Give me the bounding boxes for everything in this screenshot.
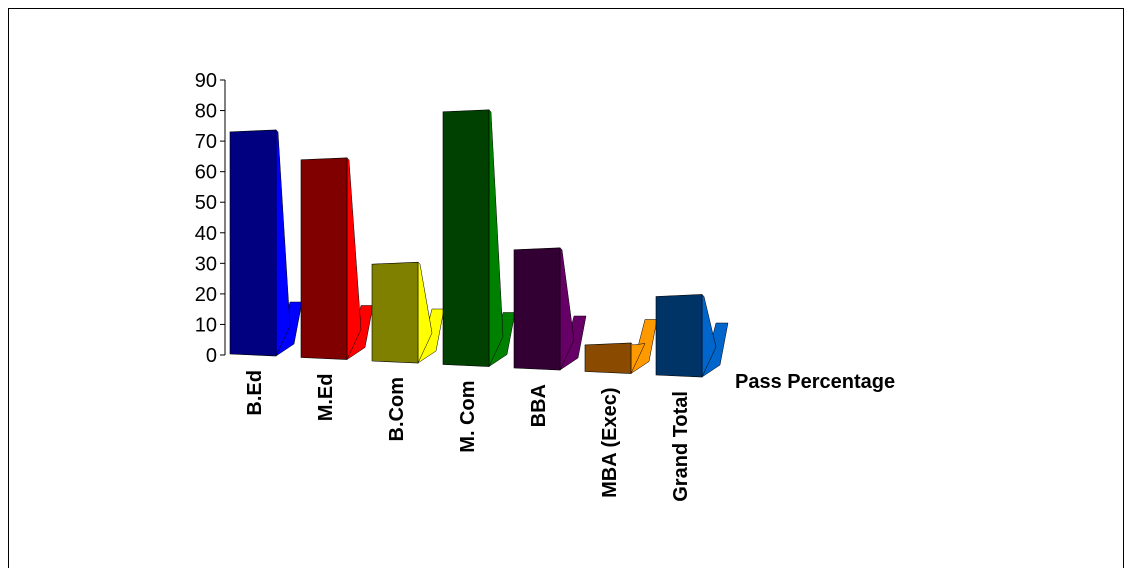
chart-frame xyxy=(8,8,1124,568)
y-axis: 0 10 20 30 40 50 60 70 80 90 xyxy=(195,70,226,367)
x-category-label: Grand Total xyxy=(670,391,692,502)
y-tick-label: 20 xyxy=(195,284,217,306)
bar-front-face xyxy=(442,109,490,367)
bar-side-face xyxy=(275,129,291,357)
x-category-label: MBA (Exec) xyxy=(599,388,621,498)
y-tick-label: 10 xyxy=(195,314,217,336)
x-category-label: M. Com xyxy=(457,381,479,453)
y-tick-label: 90 xyxy=(195,70,217,92)
bar-front-face xyxy=(513,247,561,371)
bar-b-ed xyxy=(229,129,303,357)
bar-bba xyxy=(513,247,587,371)
x-category-label: M.Ed xyxy=(315,374,337,422)
bar-mba-exec xyxy=(584,319,658,375)
bar-side-face xyxy=(346,157,362,360)
x-category-label: BBA xyxy=(528,384,550,427)
y-tick-label: 70 xyxy=(195,131,217,153)
bar-front-face xyxy=(300,157,348,360)
y-tick-label: 0 xyxy=(206,345,217,367)
x-category-label: B.Com xyxy=(386,377,408,441)
bar-m-ed xyxy=(300,157,374,361)
legend-label-pass-percentage: Pass Percentage xyxy=(735,371,895,393)
x-category-label: B.Ed xyxy=(244,370,266,416)
y-tick-label: 80 xyxy=(195,101,217,123)
bars xyxy=(229,109,729,378)
bar-front-face xyxy=(371,261,419,364)
bar-front-face xyxy=(655,294,703,378)
bar-side-face xyxy=(488,109,504,367)
bar-front-face xyxy=(584,342,632,374)
y-tick-label: 50 xyxy=(195,192,217,214)
y-tick-label: 60 xyxy=(195,162,217,184)
bar-m-com xyxy=(442,109,516,368)
y-tick-label: 40 xyxy=(195,223,217,245)
y-tick-label: 30 xyxy=(195,253,217,275)
bar-front-face xyxy=(229,129,277,357)
category-labels: B.Ed M.Ed B.Com M. Com BBA MBA (Exec) Grand To… xyxy=(244,370,692,502)
bar-grand-total xyxy=(655,293,729,378)
bar-b-com xyxy=(371,261,445,364)
